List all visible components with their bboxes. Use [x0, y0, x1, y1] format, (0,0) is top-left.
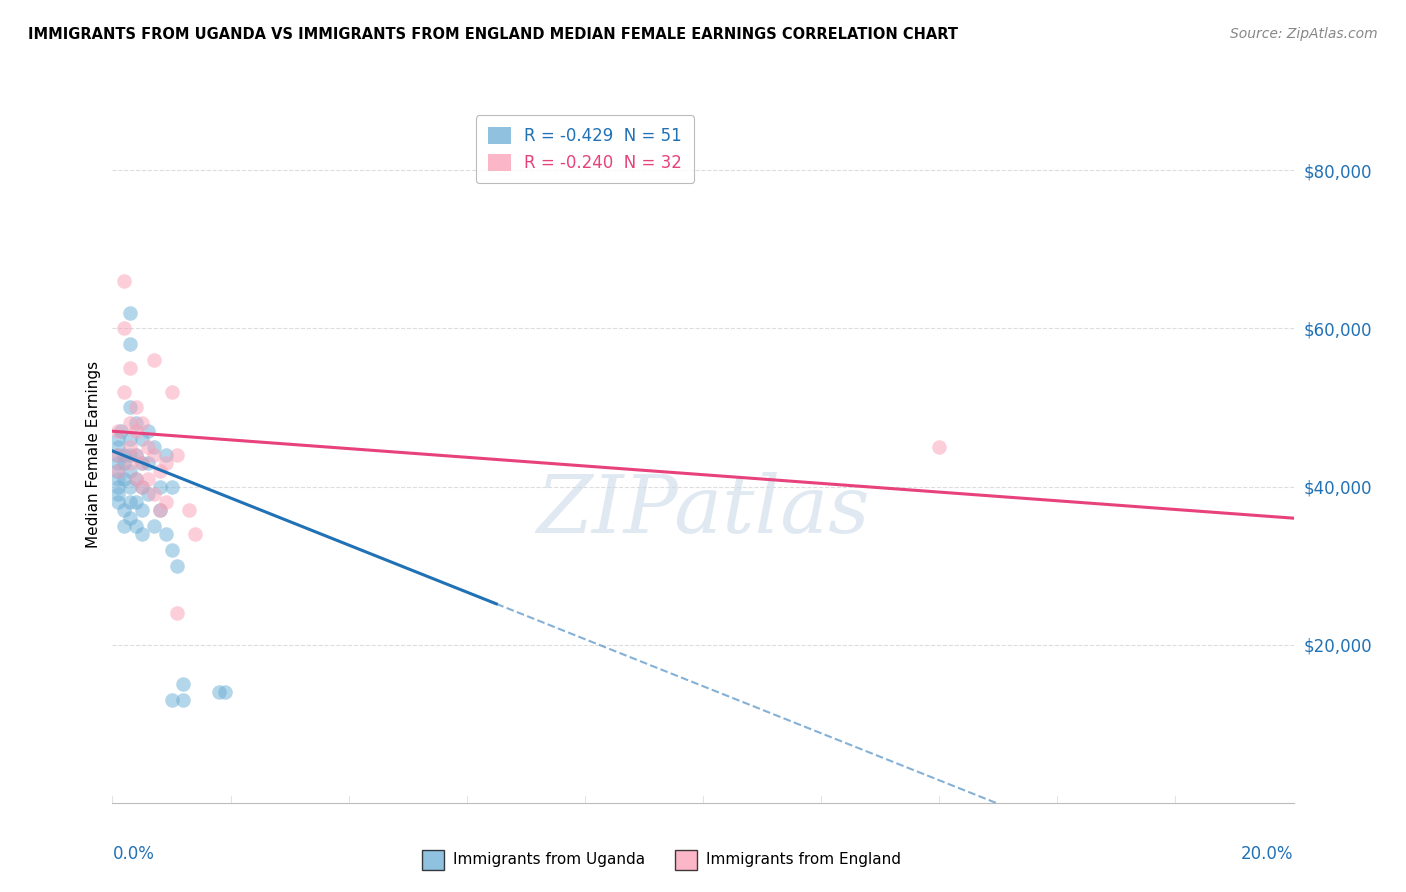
Point [928, 440, 950, 454]
Point [112, 519, 135, 533]
Text: 0.0%: 0.0% [112, 845, 155, 863]
Point [136, 456, 159, 470]
Text: Source: ZipAtlas.com: Source: ZipAtlas.com [1230, 27, 1378, 41]
Point [160, 479, 183, 493]
Point [107, 440, 129, 454]
Point [110, 424, 132, 438]
Point [120, 305, 142, 319]
Point [120, 361, 142, 376]
Point [131, 456, 153, 470]
Point [166, 448, 188, 462]
Point [142, 448, 165, 462]
Point [155, 448, 177, 462]
Point [120, 495, 142, 509]
Point [120, 511, 142, 525]
Point [120, 337, 142, 351]
Point [131, 456, 153, 470]
Point [149, 503, 172, 517]
Point [131, 527, 153, 541]
Point [184, 527, 207, 541]
Point [131, 479, 153, 493]
Point [107, 448, 129, 462]
Point [125, 519, 148, 533]
Point [105, 448, 128, 462]
Point [125, 448, 148, 462]
Point [120, 456, 142, 470]
Point [149, 503, 172, 517]
Point [131, 479, 153, 493]
Point [136, 440, 159, 454]
Point [112, 321, 135, 335]
Point [136, 472, 159, 486]
Point [105, 464, 128, 478]
Point [125, 417, 148, 431]
Text: ZIPatlas: ZIPatlas [536, 472, 870, 549]
Point [112, 448, 135, 462]
Point [125, 401, 148, 415]
Point [112, 274, 135, 288]
Point [120, 432, 142, 446]
Point [125, 495, 148, 509]
Text: IMMIGRANTS FROM UGANDA VS IMMIGRANTS FROM ENGLAND MEDIAN FEMALE EARNINGS CORRELA: IMMIGRANTS FROM UGANDA VS IMMIGRANTS FRO… [28, 27, 957, 42]
Point [172, 693, 194, 707]
Point [136, 487, 159, 501]
Point [179, 503, 201, 517]
Point [107, 456, 129, 470]
Point [142, 440, 165, 454]
Point [107, 495, 129, 509]
Point [112, 503, 135, 517]
Point [107, 487, 129, 501]
Point [160, 384, 183, 399]
Point [107, 479, 129, 493]
Point [125, 448, 148, 462]
Point [107, 472, 129, 486]
Point [107, 432, 129, 446]
Point [107, 464, 129, 478]
Point [155, 456, 177, 470]
Point [172, 677, 194, 691]
Text: Immigrants from Uganda: Immigrants from Uganda [453, 853, 645, 867]
Point [136, 424, 159, 438]
Point [208, 685, 231, 699]
Y-axis label: Median Female Earnings: Median Female Earnings [86, 361, 101, 549]
Text: 20.0%: 20.0% [1241, 845, 1294, 863]
Text: Immigrants from England: Immigrants from England [706, 853, 901, 867]
Point [142, 519, 165, 533]
Point [160, 693, 183, 707]
Point [112, 472, 135, 486]
Point [125, 472, 148, 486]
Point [112, 456, 135, 470]
Point [160, 542, 183, 557]
Point [131, 503, 153, 517]
Point [149, 464, 172, 478]
Point [166, 606, 188, 620]
Point [120, 417, 142, 431]
Point [120, 401, 142, 415]
Point [155, 495, 177, 509]
Point [125, 472, 148, 486]
Point [131, 432, 153, 446]
Point [120, 479, 142, 493]
Point [131, 417, 153, 431]
Point [214, 685, 236, 699]
Point [112, 384, 135, 399]
Point [125, 424, 148, 438]
Point [120, 440, 142, 454]
Point [120, 464, 142, 478]
Point [107, 424, 129, 438]
Legend: R = -0.429  N = 51, R = -0.240  N = 32: R = -0.429 N = 51, R = -0.240 N = 32 [477, 115, 693, 184]
Point [142, 353, 165, 368]
Point [120, 448, 142, 462]
Point [166, 558, 188, 573]
Point [155, 527, 177, 541]
Point [149, 479, 172, 493]
Point [142, 487, 165, 501]
